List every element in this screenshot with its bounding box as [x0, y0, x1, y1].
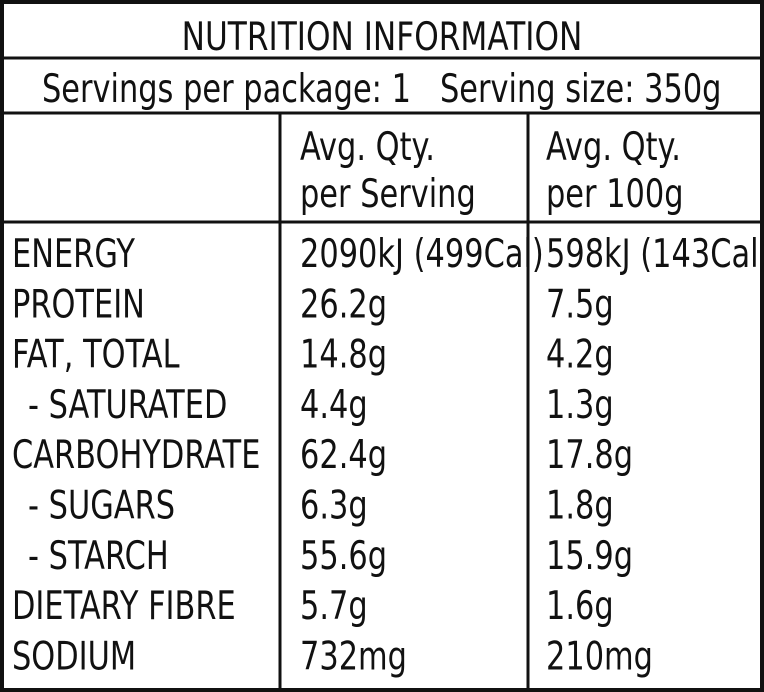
nutrient-name-group: - SATURATED	[28, 383, 227, 428]
nutrient-name: - SATURATED	[28, 383, 227, 428]
nutrient-value: 1.3g	[546, 383, 614, 428]
nutrient-value: 62.4g	[300, 434, 387, 479]
nutrient-value: 4.4g	[300, 383, 368, 428]
nutrient-value: 55.6g	[300, 534, 387, 579]
nutrient-name: CARBOHYDRATE	[12, 434, 260, 479]
nutrient-name-group: CARBOHYDRATE	[12, 434, 260, 479]
nutrient-value: 1.6g	[546, 585, 614, 630]
nutrient-name-group: FAT, TOTAL	[12, 333, 180, 378]
nutrient-value-group: 62.4g	[300, 434, 387, 479]
nutrient-name-group: - STARCH	[28, 534, 169, 579]
nutrient-value: 210mg	[546, 635, 653, 680]
nutrient-name: - SUGARS	[28, 484, 175, 529]
nutrient-value-group: 1.3g	[546, 383, 614, 428]
nutrient-value-group: 7.5g	[546, 283, 614, 328]
nutrient-name: ENERGY	[12, 232, 136, 277]
column-header: per Serving	[300, 172, 476, 217]
nutrient-value: 6.3g	[300, 484, 368, 529]
nutrient-value-group: 14.8g	[300, 333, 387, 378]
nutrient-value: 14.8g	[300, 333, 387, 378]
nutrient-value-group: 6.3g	[300, 484, 368, 529]
nutrient-value-group: 17.8g	[546, 434, 633, 479]
nutrient-name: SODIUM	[12, 635, 136, 680]
nutrient-value: 7.5g	[546, 283, 614, 328]
column-header: Avg. Qty.	[546, 125, 681, 170]
title-group: NUTRITION INFORMATION	[182, 15, 583, 60]
nutrient-value: 1.8g	[546, 484, 614, 529]
nutrient-value-group: 26.2g	[300, 283, 387, 328]
nutrient-value-group: 5.7g	[300, 585, 368, 630]
nutrient-value: 732mg	[300, 635, 407, 680]
column-header-group: Avg. Qty.	[300, 125, 435, 170]
serving-size: Serving size: 350g	[440, 67, 721, 112]
column-header-group: per 100g	[546, 172, 684, 217]
nutrient-value-group: 210mg	[546, 635, 653, 680]
nutrient-name: DIETARY FIBRE	[12, 585, 236, 630]
nutrient-value: 4.2g	[546, 333, 614, 378]
nutrient-name: PROTEIN	[12, 283, 145, 328]
serving-size-group: Serving size: 350g	[440, 67, 721, 112]
column-header: per 100g	[546, 172, 684, 217]
servings-per-package: Servings per package: 1	[42, 67, 411, 112]
nutrient-name-group: - SUGARS	[28, 484, 175, 529]
nutrient-value: 598kJ (143Cal)	[546, 232, 764, 277]
nutrient-value-group: 55.6g	[300, 534, 387, 579]
nutrient-name: - STARCH	[28, 534, 169, 579]
nutrient-name-group: PROTEIN	[12, 283, 145, 328]
column-header-group: Avg. Qty.	[546, 125, 681, 170]
title: NUTRITION INFORMATION	[182, 15, 583, 60]
nutrient-name-group: ENERGY	[12, 232, 136, 277]
nutrient-value-group: 2090kJ (499Cal)	[300, 232, 544, 277]
nutrient-value-group: 15.9g	[546, 534, 633, 579]
nutrient-value: 17.8g	[546, 434, 633, 479]
nutrient-value: 26.2g	[300, 283, 387, 328]
nutrient-value: 5.7g	[300, 585, 368, 630]
nutrient-value: 2090kJ (499Cal)	[300, 232, 544, 277]
column-header: Avg. Qty.	[300, 125, 435, 170]
nutrient-value-group: 1.6g	[546, 585, 614, 630]
nutrient-value: 15.9g	[546, 534, 633, 579]
nutrient-name: FAT, TOTAL	[12, 333, 180, 378]
nutrient-value-group: 4.4g	[300, 383, 368, 428]
nutrient-name-group: DIETARY FIBRE	[12, 585, 236, 630]
nutrient-value-group: 732mg	[300, 635, 407, 680]
nutrient-value-group: 1.8g	[546, 484, 614, 529]
nutrient-value-group: 598kJ (143Cal)	[546, 232, 764, 277]
column-header-group: per Serving	[300, 172, 476, 217]
nutrient-name-group: SODIUM	[12, 635, 136, 680]
servings-per-package-group: Servings per package: 1	[42, 67, 411, 112]
nutrient-value-group: 4.2g	[546, 333, 614, 378]
